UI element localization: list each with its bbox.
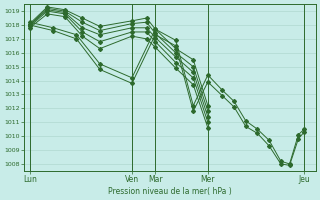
X-axis label: Pression niveau de la mer( hPa ): Pression niveau de la mer( hPa ) bbox=[108, 187, 232, 196]
